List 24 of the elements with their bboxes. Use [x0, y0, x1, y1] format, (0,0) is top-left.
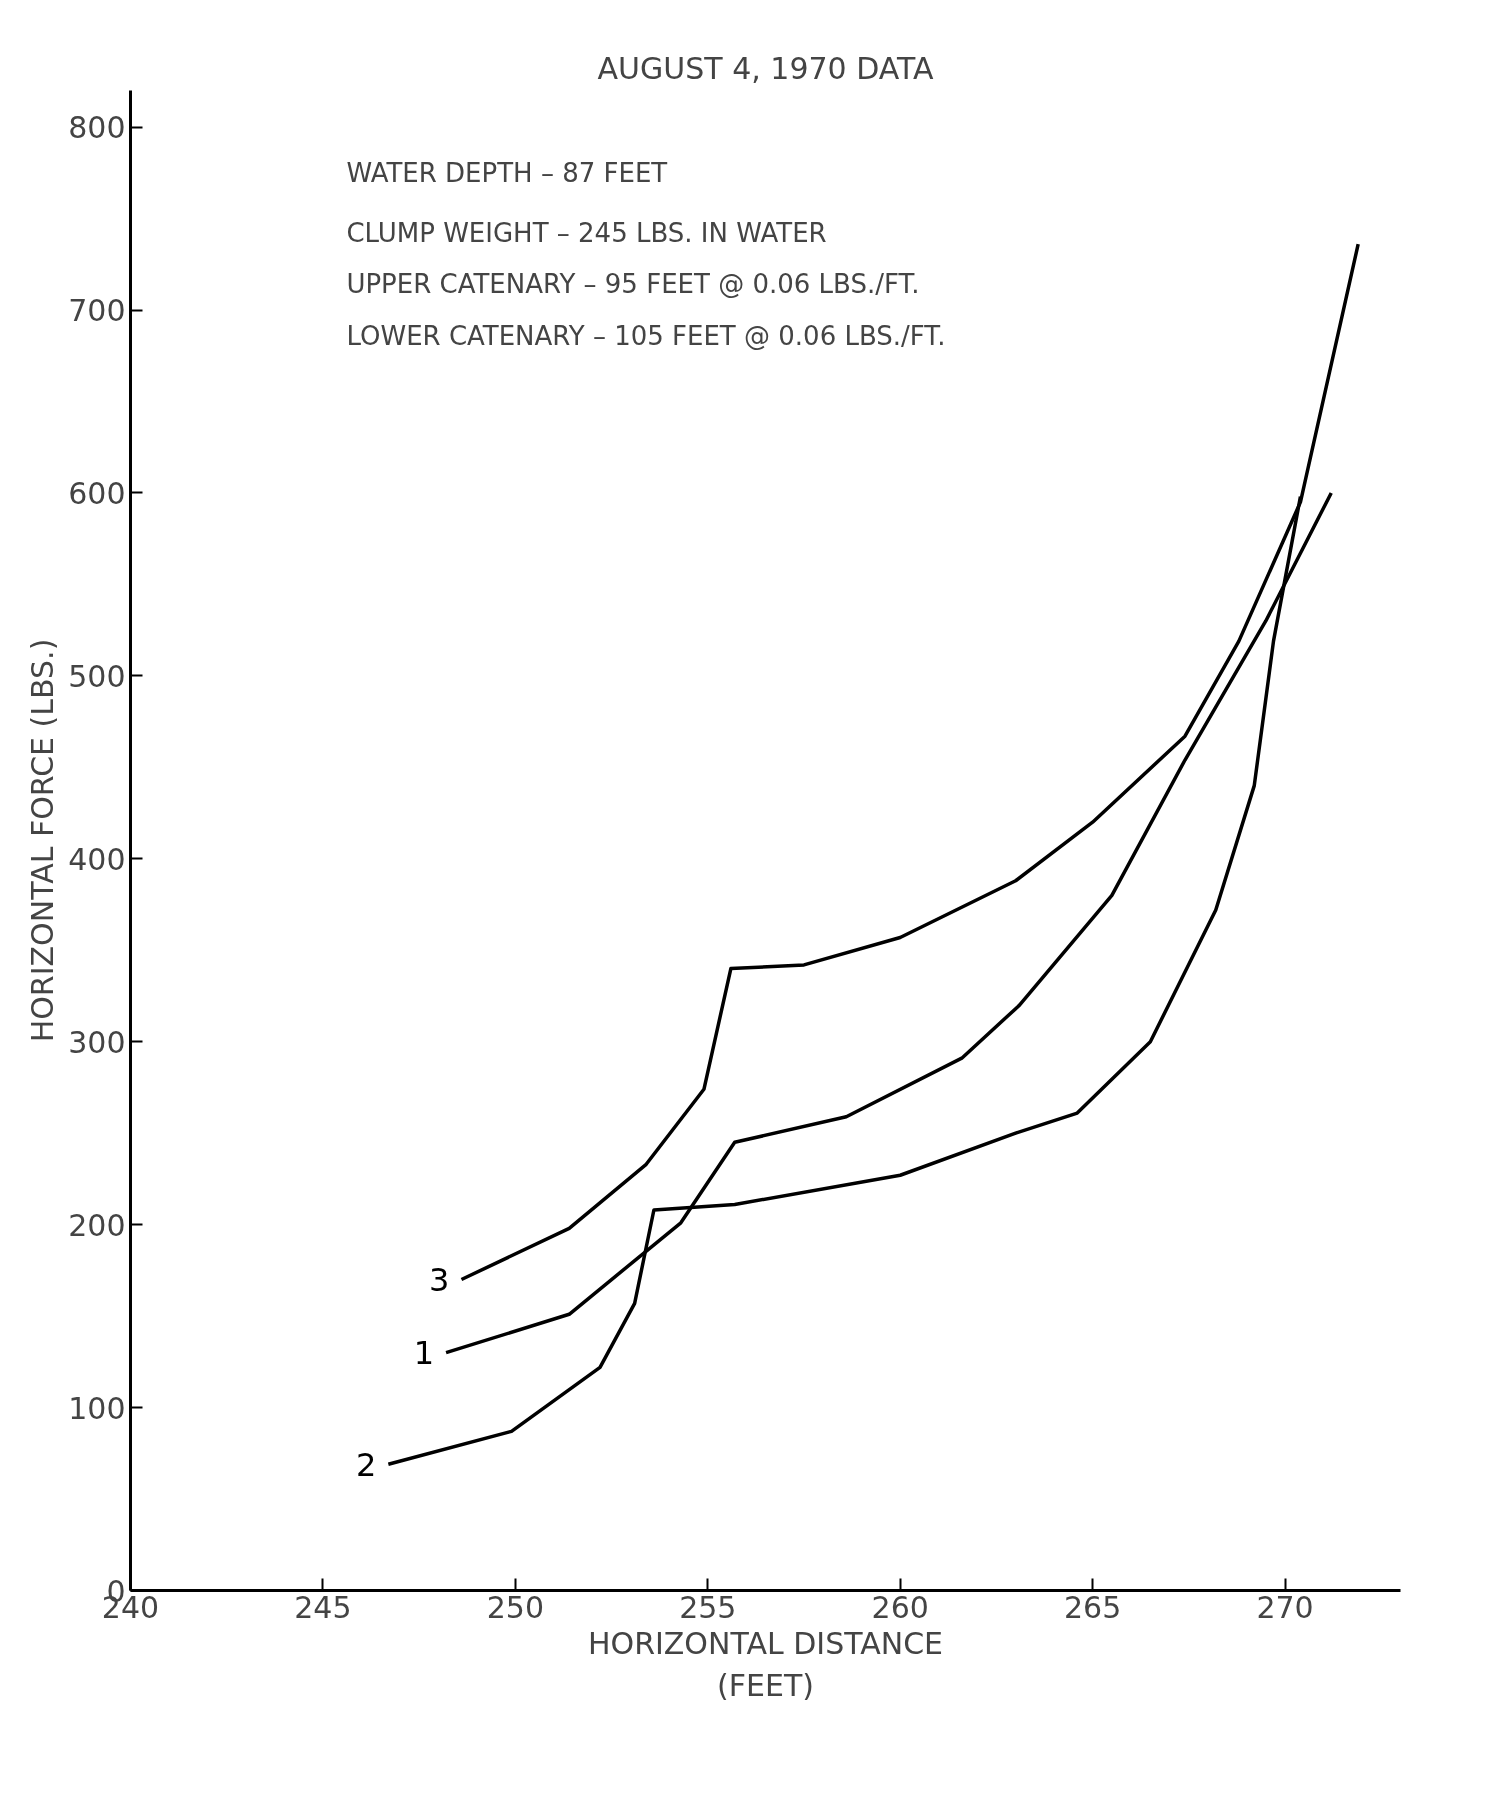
- x-axis-title: HORIZONTAL DISTANCE (FEET): [587, 1625, 944, 1703]
- annotation: WATER DEPTH – 87 FEET: [346, 157, 668, 188]
- series-label: 1: [413, 1334, 435, 1373]
- x-tick-label: 265: [1063, 1589, 1122, 1625]
- y-axis-title: HORIZONTAL FORCE (LBS.): [25, 638, 61, 1043]
- x-tick-label: 250: [486, 1589, 544, 1625]
- series-label: 3: [429, 1261, 450, 1300]
- y-tick-label: 300: [68, 1024, 126, 1060]
- y-tick-label: 500: [68, 658, 126, 694]
- x-tick-label: 270: [1256, 1589, 1314, 1625]
- y-tick-label: 700: [68, 293, 126, 329]
- annotation: UPPER CATENARY – 95 FEET @ 0.06 LBS./FT.: [346, 269, 920, 300]
- annotation: LOWER CATENARY – 105 FEET @ 0.06 LBS./FT.: [346, 320, 946, 351]
- chart-title: AUGUST 4, 1970 DATA: [597, 50, 934, 86]
- series-label: 2: [355, 1445, 377, 1484]
- y-tick-label: 800: [68, 110, 126, 146]
- x-tick-label: 260: [871, 1589, 929, 1625]
- y-tick-label: 100: [68, 1390, 126, 1426]
- x-tick-label: 255: [679, 1589, 737, 1625]
- y-tick-label: 200: [68, 1207, 126, 1243]
- x-tick-label: 245: [294, 1589, 352, 1625]
- y-tick-label: 600: [68, 475, 126, 511]
- annotation: CLUMP WEIGHT – 245 LBS. IN WATER: [346, 218, 827, 249]
- y-tick-label: 400: [68, 841, 126, 877]
